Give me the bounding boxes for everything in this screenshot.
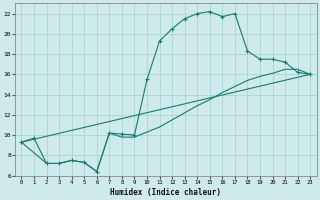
X-axis label: Humidex (Indice chaleur): Humidex (Indice chaleur) [110,188,221,197]
